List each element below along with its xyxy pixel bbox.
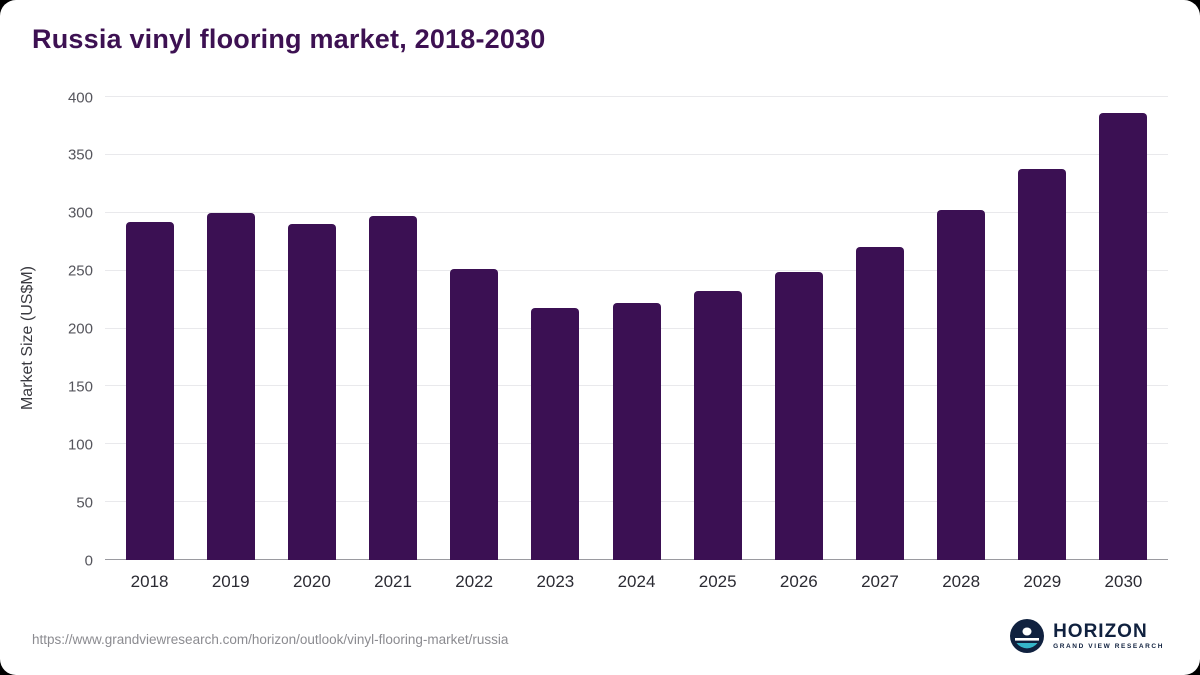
bar-column-2027 [839,97,920,560]
bar-series [105,97,1168,560]
chart-title: Russia vinyl flooring market, 2018-2030 [32,24,546,54]
source-url: https://www.grandviewresearch.com/horizo… [32,632,509,647]
x-tick-label-2024: 2024 [617,572,656,591]
bar-2020 [287,224,336,560]
y-tick-label-250: 250 [67,262,93,280]
x-tick-label-2027: 2027 [861,572,899,591]
bar-2026 [774,271,823,560]
x-tick-label-2023: 2023 [536,572,575,591]
logo-text: HORIZON GRAND VIEW RESEARCH [1053,622,1164,651]
bar-2024 [612,303,661,560]
x-tick-label-2020: 2020 [292,572,331,591]
bar-column-2023 [515,97,596,560]
bar-column-2028 [921,97,1002,560]
y-axis-title: Market Size (US$M) [19,265,36,410]
gridline-250 [105,269,1168,271]
bar-column-2026 [758,97,839,560]
bar-column-2024 [596,97,677,560]
y-tick-label-50: 50 [76,494,93,512]
bar-column-2019 [190,97,271,560]
bar-2030 [1099,113,1148,560]
bar-column-2022 [434,97,515,560]
x-tick-label-2030: 2030 [1104,572,1143,591]
x-tick-label-2021: 2021 [374,572,412,591]
y-tick-label-150: 150 [67,378,93,396]
logo-name: HORIZON [1053,620,1148,642]
brand-logo: HORIZON GRAND VIEW RESEARCH [1010,619,1164,653]
y-tick-label-300: 300 [67,204,93,222]
bar-2023 [531,307,580,560]
bar-column-2025 [677,97,758,560]
bar-column-2020 [271,97,352,560]
y-tick-label-200: 200 [67,320,93,338]
bar-column-2030 [1083,97,1164,560]
bar-2018 [125,222,174,560]
x-tick-label-2029: 2029 [1023,572,1062,591]
bar-2027 [855,247,904,560]
x-axis-labels: 2018 2019 2020 2021 2022 2023 2024 2025 2026 2027… [105,572,1168,592]
logo-subtitle: GRAND VIEW RESEARCH [1053,642,1164,650]
horizon-logo-icon [1010,619,1045,653]
bar-column-2029 [1002,97,1083,560]
bar-2029 [1018,168,1067,560]
gridline-400 [105,96,1168,97]
bar-2022 [450,269,499,560]
y-tick-label-0: 0 [84,552,93,569]
bar-2025 [693,291,742,560]
x-tick-label-2025: 2025 [698,572,737,591]
bar-2021 [369,216,418,560]
gridline-300 [105,211,1168,213]
plot-area: 0 50 100 150 200 250 300 350 400 2018 2019 2020 202… [68,89,1168,591]
x-tick-label-2018: 2018 [130,572,169,591]
bar-2019 [206,212,255,560]
bar-column-2018 [109,97,190,560]
x-tick-label-2026: 2026 [779,572,818,591]
x-tick-label-2028: 2028 [942,572,981,591]
bar-2028 [937,210,986,560]
y-tick-label-400: 400 [67,89,93,106]
x-tick-label-2022: 2022 [455,572,494,591]
y-tick-label-350: 350 [67,146,93,164]
y-tick-label-100: 100 [67,436,93,454]
gridline-350 [105,153,1168,155]
bar-column-2021 [352,97,433,560]
x-tick-label-2019: 2019 [211,572,250,591]
